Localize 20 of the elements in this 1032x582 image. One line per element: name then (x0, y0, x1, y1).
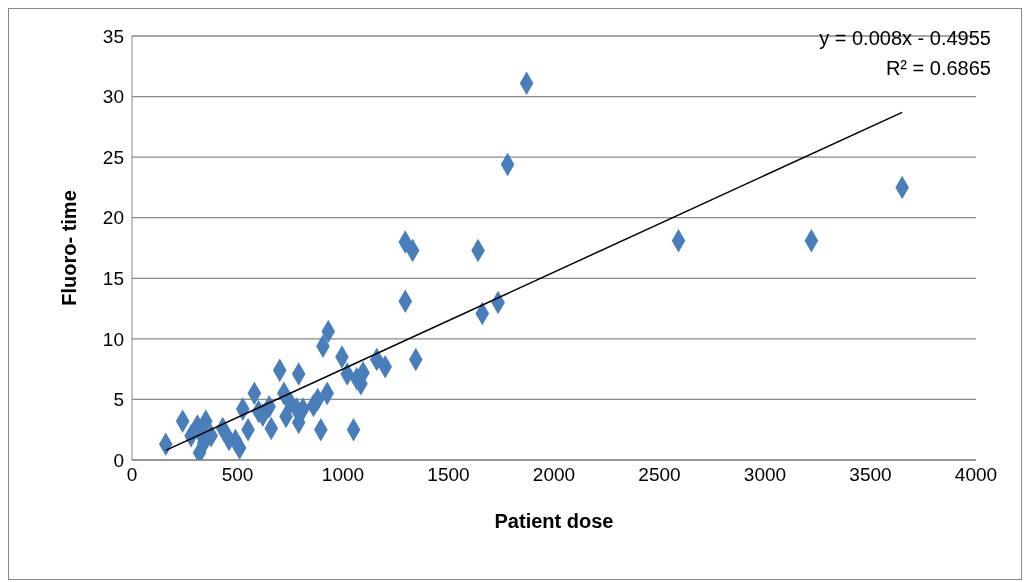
y-tick-label: 10 (102, 328, 124, 350)
y-axis-title: Fluoro- time (58, 190, 81, 306)
annotation: y = 0.008x - 0.4955 (819, 26, 991, 51)
x-tick-label: 4000 (954, 464, 998, 486)
y-tick-label: 15 (102, 268, 124, 290)
x-tick-label: 3500 (849, 464, 892, 486)
y-tick-label: 25 (102, 146, 124, 168)
y-tick-label: 35 (102, 25, 124, 47)
x-tick-label: 3000 (743, 464, 787, 486)
y-tick-label: 30 (102, 86, 124, 108)
x-tick-label: 2000 (532, 464, 576, 486)
x-axis-title: Patient dose (494, 510, 614, 532)
y-tick-label: 0 (113, 449, 124, 471)
y-tick-label: 5 (113, 389, 124, 411)
y-tick-label: 20 (102, 207, 124, 229)
x-tick-label: 2500 (638, 464, 681, 486)
x-tick-label: 500 (221, 464, 254, 486)
x-tick-label: 1500 (427, 464, 470, 486)
annotation: R² = 0.6865 (884, 56, 991, 81)
x-tick-label: 1000 (321, 464, 365, 486)
